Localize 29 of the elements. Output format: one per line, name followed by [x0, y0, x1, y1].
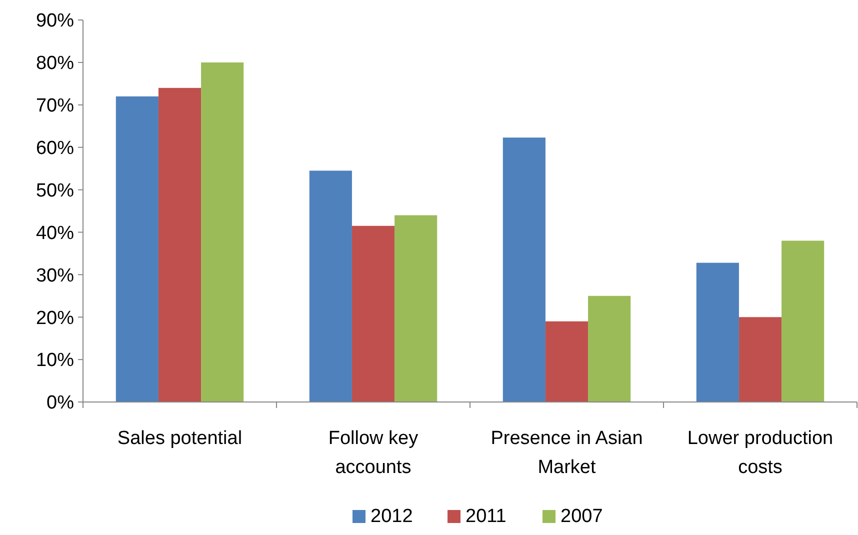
y-tick-label: 80% [36, 53, 74, 74]
x-tick-label: Follow key accounts [328, 428, 419, 478]
x-tick-label: Sales potential [117, 428, 242, 449]
y-tick-label: 60% [36, 138, 74, 159]
bar [696, 262, 739, 402]
x-tick-label: Lower production costs [687, 428, 834, 478]
legend-label: 2011 [466, 506, 506, 527]
y-tick-label: 20% [36, 308, 74, 329]
bar [309, 170, 352, 402]
y-tick-label: 10% [36, 350, 74, 372]
bar [502, 138, 546, 402]
bar [394, 215, 438, 402]
bar [116, 96, 158, 402]
y-tick-label: 90% [36, 10, 74, 32]
legend-label: 2012 [370, 506, 413, 527]
bar [201, 62, 244, 402]
y-tick-label: 50% [36, 180, 74, 202]
y-tick-label: 70% [36, 96, 74, 117]
y-tick-label: 30% [36, 265, 74, 286]
x-tick-label: Presence in Asian Market [490, 428, 643, 478]
bar [588, 296, 631, 402]
bar [545, 321, 588, 402]
bar [352, 226, 395, 402]
bar [782, 240, 824, 402]
y-tick-label: 40% [36, 222, 74, 244]
legend-label: 2007 [560, 506, 603, 527]
y-tick-label: 0% [46, 392, 74, 414]
bar [158, 88, 202, 402]
bar [738, 317, 782, 402]
